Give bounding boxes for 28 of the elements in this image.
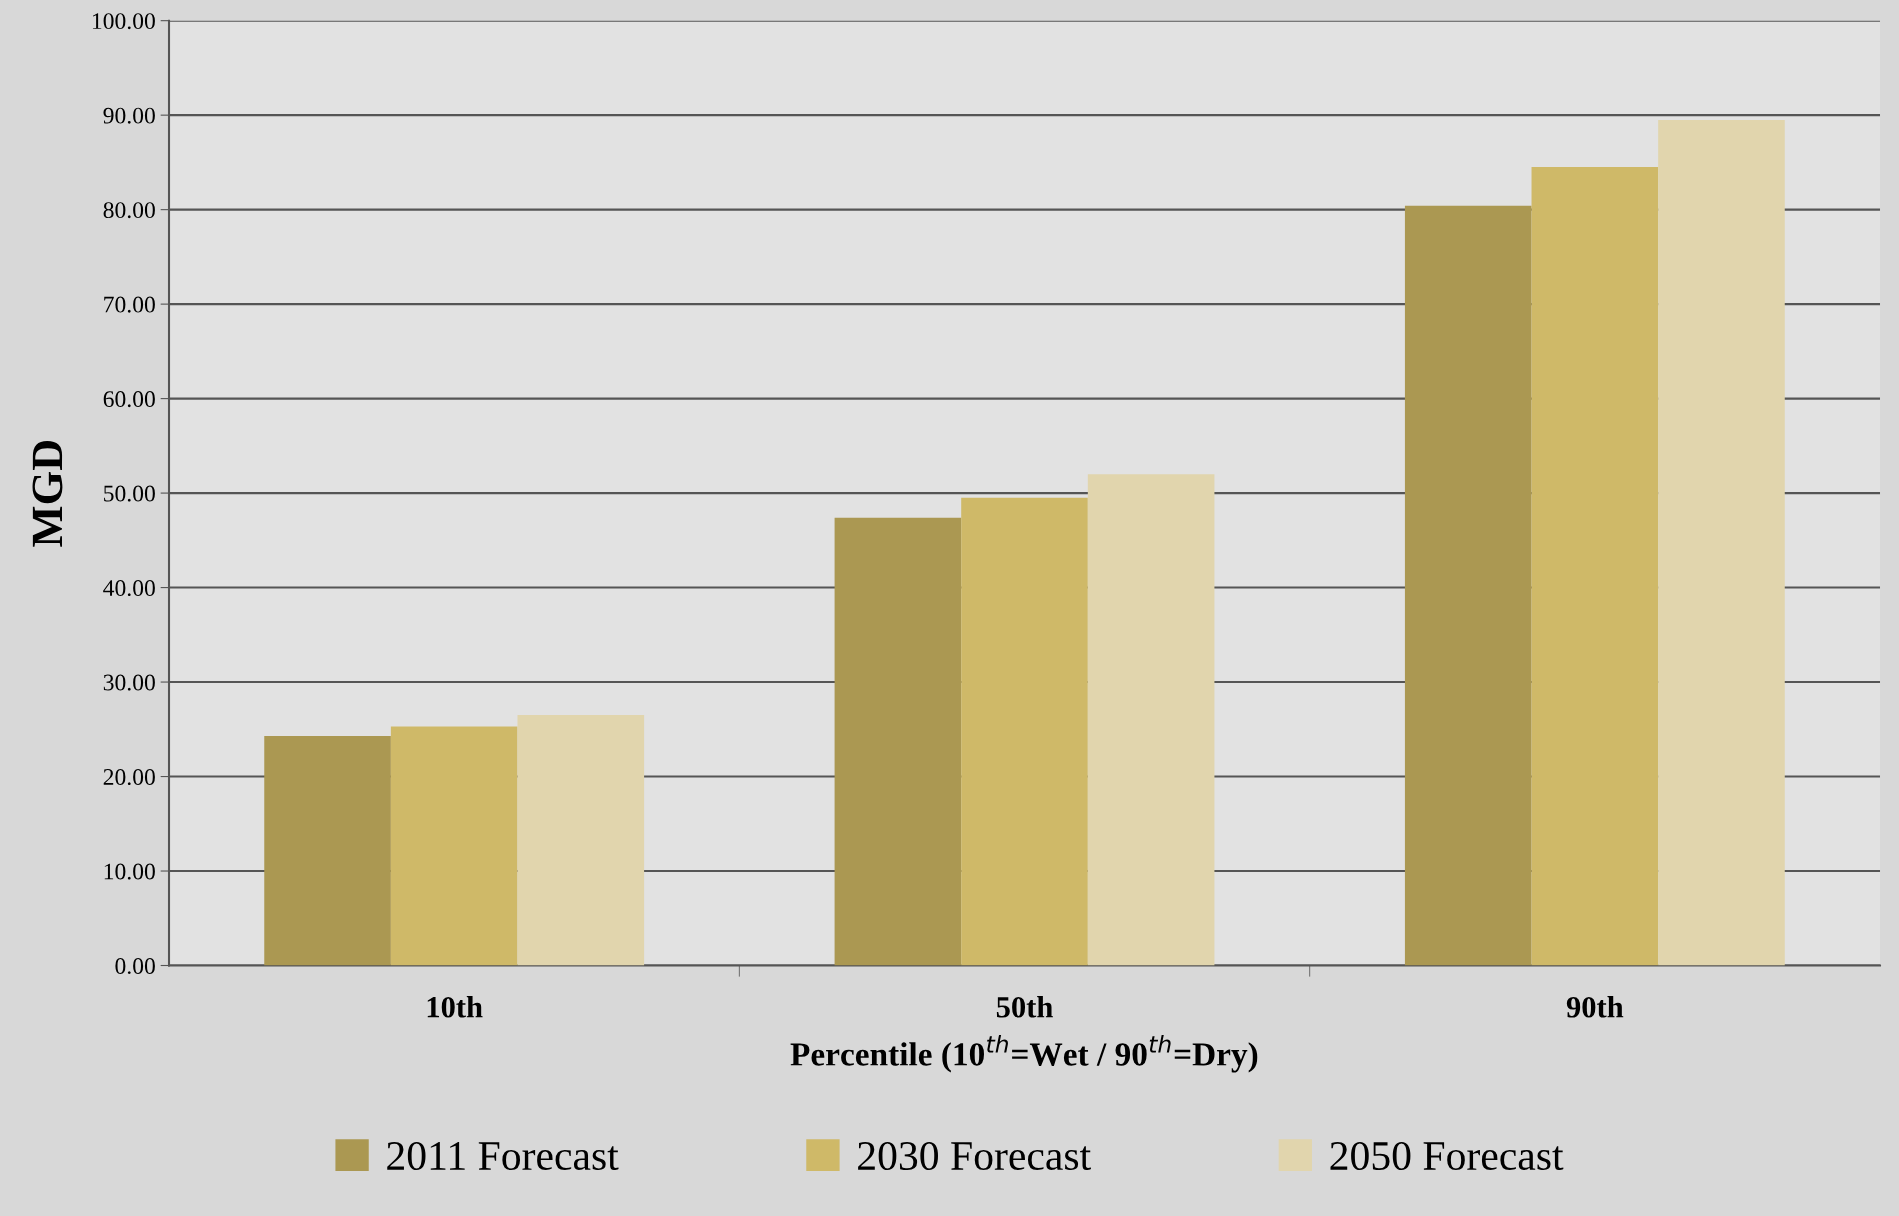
y-tick-label: 80.00 bbox=[103, 202, 155, 219]
y-tick-label: 40.00 bbox=[103, 580, 155, 597]
y-tick-label: 70.00 bbox=[104, 296, 155, 313]
y-tick-label: 10.00 bbox=[104, 863, 155, 880]
bar bbox=[1531, 167, 1659, 966]
legend-label: 2011 Forecast bbox=[387, 1141, 619, 1171]
x-tick-label: 90th bbox=[1566, 996, 1624, 1018]
bar bbox=[517, 715, 645, 966]
y-tick-label: 50.00 bbox=[104, 485, 155, 502]
y-tick-label: 30.00 bbox=[103, 674, 155, 691]
bar bbox=[1087, 474, 1215, 966]
y-tick-label: 100.00 bbox=[92, 13, 155, 30]
y-tick-label: 90.00 bbox=[103, 107, 155, 124]
y-tick-label: 0.00 bbox=[115, 957, 155, 975]
y-tick-label: 60.00 bbox=[103, 391, 155, 408]
legend-label: 2050 Forecast bbox=[1330, 1141, 1564, 1171]
bar bbox=[264, 735, 391, 966]
bar bbox=[1404, 205, 1532, 966]
legend-label: 2030 Forecast bbox=[858, 1141, 1091, 1171]
y-axis-title: MGD bbox=[32, 440, 63, 547]
bar bbox=[1658, 119, 1785, 966]
x-tick-label: 50th bbox=[996, 996, 1053, 1018]
y-tick-label: 20.00 bbox=[103, 769, 155, 786]
x-axis-title: Percentile (10$^{th}$=Wet / 90$^{th}$=Dry) bbox=[790, 1034, 1258, 1073]
bar bbox=[390, 726, 518, 966]
bar bbox=[961, 497, 1088, 966]
x-tick-label: 10th bbox=[427, 996, 483, 1018]
bar bbox=[834, 517, 962, 966]
